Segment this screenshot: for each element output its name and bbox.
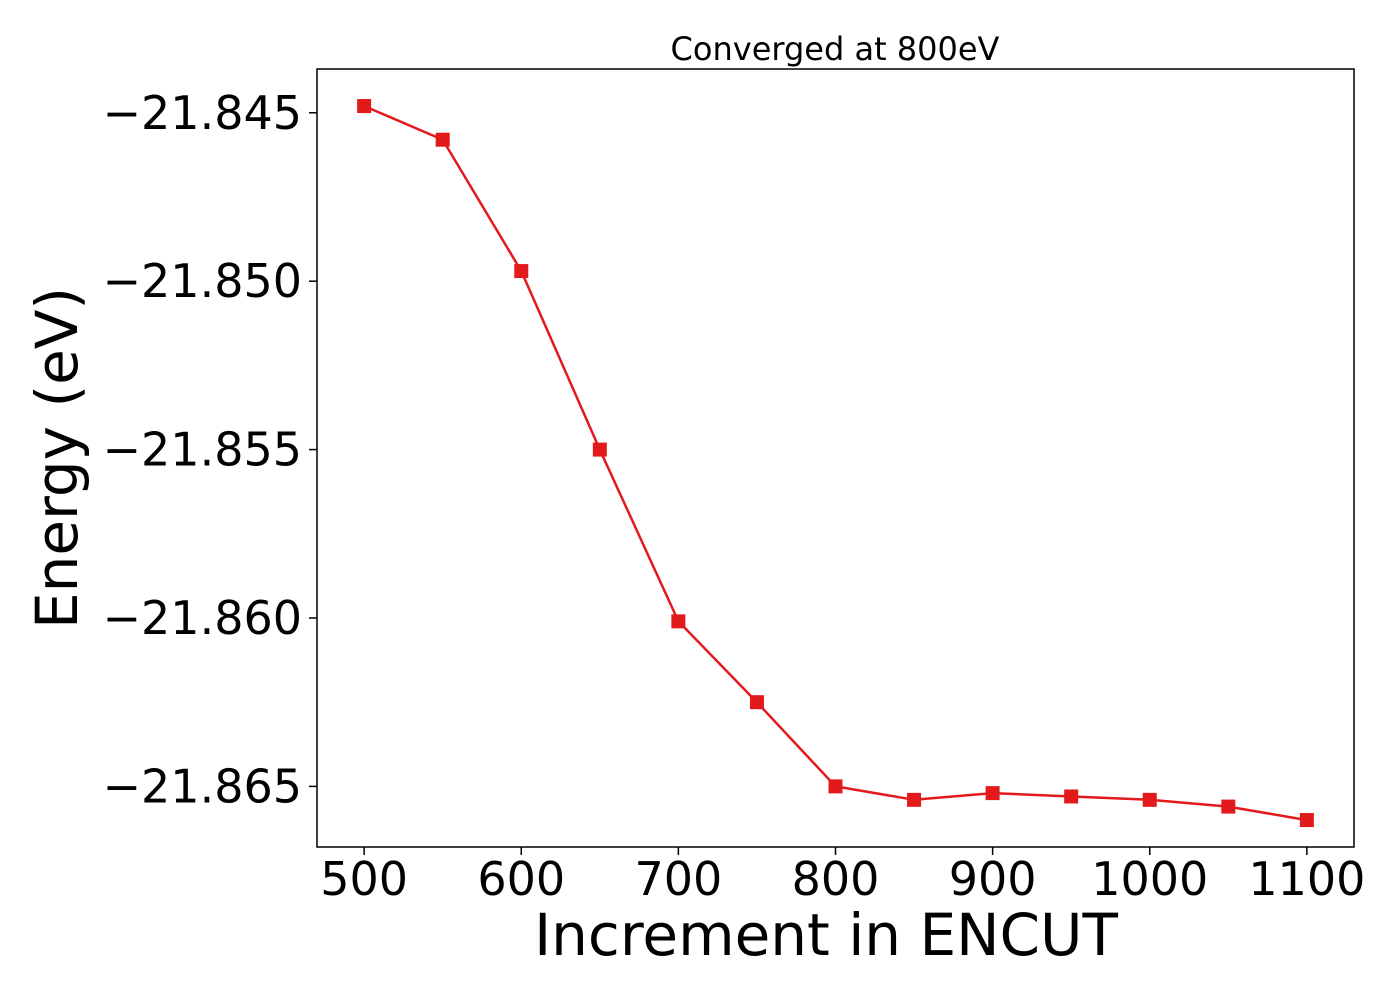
data-point: [514, 264, 529, 279]
data-point: [671, 614, 686, 629]
x-tick-label: 700: [634, 852, 722, 906]
data-point: [435, 132, 450, 147]
y-tick-label: −21.865: [103, 759, 303, 813]
chart-title: Converged at 800eV: [671, 30, 1000, 68]
data-point: [1299, 813, 1314, 828]
data-point: [749, 695, 764, 710]
data-point: [1064, 789, 1079, 804]
data-point: [1221, 799, 1236, 814]
x-axis-label: Increment in ENCUT: [534, 901, 1118, 969]
x-tick-label: 500: [320, 852, 408, 906]
y-tick-label: −21.860: [103, 591, 303, 645]
x-tick-label: 800: [792, 852, 880, 906]
y-axis: −21.845 −21.850 −21.855 −21.860 −21.865: [103, 86, 317, 813]
data-point: [1142, 792, 1157, 807]
x-tick-label: 1100: [1248, 852, 1365, 906]
data-point: [907, 792, 922, 807]
y-tick-label: −21.850: [103, 254, 303, 308]
data-point: [357, 99, 372, 114]
series-line: [363, 104, 1308, 822]
x-tick-label: 600: [477, 852, 565, 906]
x-axis: 500 600 700 800 900 1000 1100: [320, 847, 1365, 906]
data-point: [985, 786, 1000, 801]
y-tick-label: −21.845: [103, 86, 303, 140]
plot-frame: [316, 68, 1355, 848]
y-tick-label: −21.855: [103, 423, 303, 477]
y-axis-label: Energy (eV): [23, 287, 91, 629]
data-point: [828, 779, 843, 794]
x-tick-label: 900: [949, 852, 1037, 906]
x-tick-label: 1000: [1091, 852, 1208, 906]
data-point: [592, 442, 607, 457]
plot-area: [357, 99, 1314, 828]
